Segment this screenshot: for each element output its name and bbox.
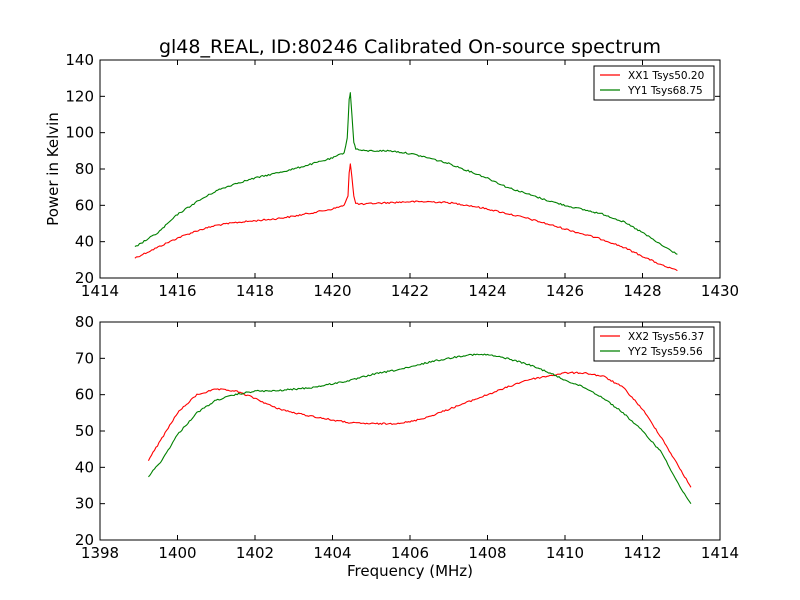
y-tick-label: 30 bbox=[75, 495, 94, 513]
series-line-1 bbox=[147, 371, 692, 488]
x-tick-label: 1406 bbox=[391, 544, 429, 562]
y-tick-label: 40 bbox=[75, 233, 94, 251]
x-tick-label: 1414 bbox=[81, 282, 119, 300]
y-tick-label: 100 bbox=[65, 124, 94, 142]
x-tick-label: 1418 bbox=[236, 282, 274, 300]
x-tick-label: 1410 bbox=[546, 544, 584, 562]
y-tick-label: 80 bbox=[75, 160, 94, 178]
series-line-2 bbox=[134, 92, 678, 255]
series-line-1 bbox=[134, 163, 678, 272]
x-tick-label: 1398 bbox=[81, 544, 119, 562]
x-tick-label: 1428 bbox=[623, 282, 661, 300]
x-tick-label: 1400 bbox=[158, 544, 196, 562]
y-tick-label: 70 bbox=[75, 349, 94, 367]
y-tick-label: 80 bbox=[75, 313, 94, 331]
legend-label-1: XX1 Tsys50.20 bbox=[628, 70, 704, 82]
y-tick-label: 40 bbox=[75, 458, 94, 476]
y-tick-label: 60 bbox=[75, 196, 94, 214]
top-plot: 1414 1416 1418 1420 1422 1424 1426 1428 1430 20 40… bbox=[65, 51, 739, 300]
y-tick-label: 50 bbox=[75, 422, 94, 440]
legend: XX1 Tsys50.20 YY1 Tsys68.75 bbox=[593, 65, 715, 101]
x-tick-label: 1422 bbox=[391, 282, 429, 300]
series-line-2 bbox=[148, 353, 692, 504]
x-tick-label: 1420 bbox=[313, 282, 351, 300]
legend-label-1: XX2 Tsys56.37 bbox=[628, 331, 704, 343]
legend: XX2 Tsys56.37 YY2 Tsys59.56 bbox=[593, 326, 715, 362]
legend-box bbox=[593, 65, 715, 101]
y-axis-label: Power in Kelvin bbox=[44, 112, 62, 226]
y-tick-label: 120 bbox=[65, 87, 94, 105]
bottom-plot: 1398 1400 1402 1404 1406 1408 1410 1412 1414 20 30… bbox=[75, 313, 739, 562]
x-tick-label: 1430 bbox=[701, 282, 739, 300]
y-tick-label: 140 bbox=[65, 51, 94, 69]
chart-title: gl48_REAL, ID:80246 Calibrated On-source… bbox=[159, 36, 661, 58]
y-tick-label: 20 bbox=[75, 269, 94, 287]
x-tick-label: 1426 bbox=[546, 282, 584, 300]
x-tick-label: 1416 bbox=[158, 282, 196, 300]
x-tick-label: 1424 bbox=[468, 282, 506, 300]
x-tick-label: 1414 bbox=[701, 544, 739, 562]
legend-box bbox=[593, 326, 715, 362]
legend-label-2: YY2 Tsys59.56 bbox=[627, 346, 703, 358]
x-tick-label: 1404 bbox=[313, 544, 351, 562]
x-tick-label: 1412 bbox=[623, 544, 661, 562]
x-tick-label: 1402 bbox=[236, 544, 274, 562]
y-tick-label: 20 bbox=[75, 531, 94, 549]
y-tick-label: 60 bbox=[75, 386, 94, 404]
x-tick-label: 1408 bbox=[468, 544, 506, 562]
x-axis-label: Frequency (MHz) bbox=[347, 562, 473, 580]
legend-label-2: YY1 Tsys68.75 bbox=[627, 85, 703, 97]
